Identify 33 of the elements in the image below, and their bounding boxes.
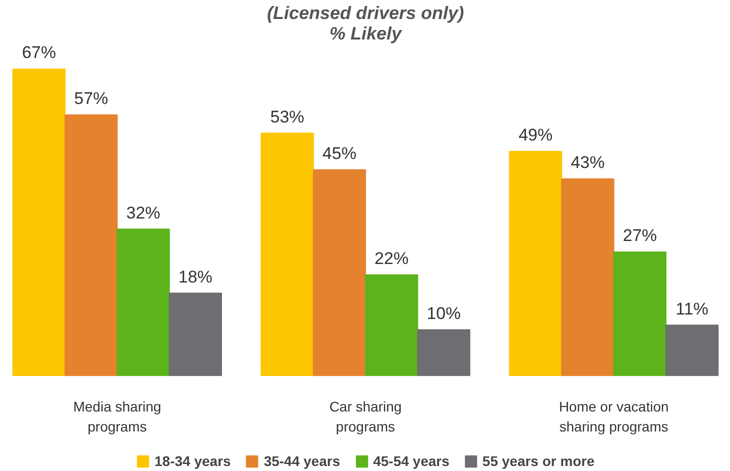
chart-subtitle: % Likely [329, 23, 403, 44]
x-tick-label: Media sharing programs [73, 398, 162, 434]
data-label: 32% [126, 203, 160, 222]
data-label: 57% [74, 88, 108, 108]
data-label: 18% [178, 267, 212, 286]
data-label: 43% [570, 152, 605, 172]
data-label: 53% [270, 107, 304, 126]
bar [365, 274, 418, 376]
bar [509, 150, 562, 376]
data-label: 45% [322, 144, 356, 163]
bar [312, 169, 366, 376]
legend-label: 18-34 years [154, 453, 231, 469]
x-tick-label: Car sharing programs [329, 398, 402, 434]
legend-label: 55 years or more [482, 453, 594, 469]
data-label: 10% [426, 304, 461, 323]
bar [417, 329, 470, 376]
data-label: 27% [622, 226, 657, 246]
bar [613, 252, 666, 376]
x-tick-label: Home or vacation sharing programs [558, 398, 669, 434]
bar [665, 324, 719, 376]
data-label: 67% [22, 43, 56, 62]
bar [12, 68, 66, 376]
bar [260, 132, 314, 376]
bar [561, 178, 614, 376]
data-label: 22% [374, 249, 409, 268]
bar [168, 292, 222, 376]
chart-title: (Licensed drivers only) [266, 2, 464, 23]
legend-label: 35-44 years [264, 453, 340, 469]
legend-label: 45-54 years [373, 453, 450, 469]
data-label: 49% [518, 126, 553, 145]
bar [116, 228, 170, 376]
data-label: 11% [676, 299, 708, 318]
bar [64, 114, 118, 376]
